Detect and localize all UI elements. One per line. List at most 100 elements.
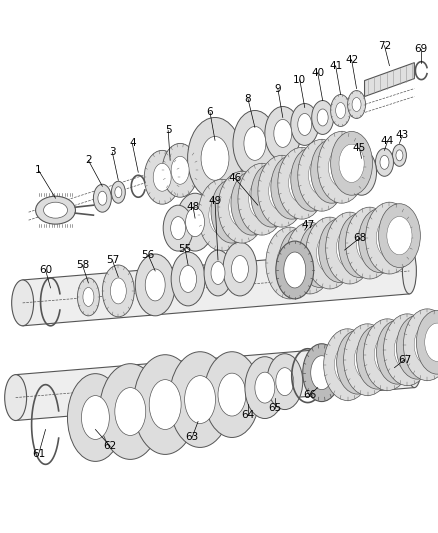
Text: 42: 42 (344, 55, 357, 64)
Text: 43: 43 (395, 131, 408, 140)
Text: 8: 8 (244, 93, 251, 103)
Ellipse shape (297, 114, 311, 135)
Ellipse shape (288, 164, 314, 203)
Ellipse shape (290, 148, 332, 211)
Ellipse shape (248, 180, 274, 219)
Text: 60: 60 (39, 265, 52, 275)
Ellipse shape (328, 148, 354, 187)
Ellipse shape (338, 144, 363, 182)
Ellipse shape (12, 280, 34, 326)
Ellipse shape (296, 238, 322, 278)
Ellipse shape (308, 156, 334, 195)
Ellipse shape (5, 375, 27, 421)
Text: 47: 47 (300, 220, 314, 230)
Ellipse shape (218, 373, 245, 416)
Ellipse shape (330, 94, 350, 126)
Ellipse shape (185, 208, 204, 237)
Ellipse shape (302, 344, 340, 401)
Ellipse shape (283, 252, 305, 288)
Text: 41: 41 (328, 61, 342, 71)
Ellipse shape (115, 387, 145, 435)
Ellipse shape (378, 204, 420, 268)
Ellipse shape (374, 148, 392, 176)
Ellipse shape (259, 176, 284, 214)
Ellipse shape (403, 309, 438, 381)
Ellipse shape (277, 148, 325, 219)
Ellipse shape (285, 222, 333, 294)
Text: 48: 48 (186, 202, 199, 212)
Ellipse shape (346, 149, 376, 195)
Text: 1: 1 (35, 165, 42, 175)
Ellipse shape (404, 328, 429, 366)
Ellipse shape (211, 262, 224, 285)
Ellipse shape (364, 338, 389, 376)
Ellipse shape (270, 155, 312, 219)
Text: 61: 61 (32, 449, 45, 459)
Ellipse shape (231, 255, 248, 282)
Ellipse shape (323, 329, 371, 401)
Ellipse shape (102, 265, 134, 317)
Ellipse shape (43, 202, 67, 218)
Ellipse shape (316, 233, 342, 273)
Text: 2: 2 (85, 155, 92, 165)
Text: 68: 68 (352, 233, 365, 243)
Ellipse shape (171, 156, 189, 184)
Ellipse shape (356, 223, 382, 263)
Ellipse shape (326, 231, 351, 270)
Ellipse shape (379, 155, 388, 169)
Text: 63: 63 (185, 432, 198, 442)
Ellipse shape (318, 219, 360, 282)
Ellipse shape (35, 196, 75, 224)
Text: 58: 58 (76, 260, 89, 270)
Ellipse shape (83, 287, 94, 306)
Ellipse shape (162, 143, 198, 197)
Ellipse shape (392, 144, 406, 166)
Ellipse shape (93, 184, 111, 212)
Ellipse shape (211, 179, 252, 243)
Ellipse shape (153, 163, 171, 191)
Text: 46: 46 (228, 173, 241, 183)
Ellipse shape (228, 188, 254, 227)
Text: 64: 64 (241, 409, 254, 419)
Ellipse shape (171, 252, 205, 306)
Ellipse shape (286, 241, 311, 280)
Ellipse shape (145, 269, 165, 301)
Ellipse shape (297, 140, 345, 211)
Ellipse shape (99, 364, 161, 459)
Ellipse shape (310, 140, 352, 203)
Ellipse shape (336, 228, 362, 268)
Ellipse shape (376, 320, 417, 384)
Ellipse shape (363, 319, 410, 391)
Ellipse shape (144, 150, 180, 204)
Ellipse shape (204, 352, 259, 438)
Ellipse shape (111, 181, 125, 203)
Ellipse shape (251, 163, 292, 227)
Ellipse shape (325, 212, 373, 284)
Ellipse shape (279, 168, 304, 206)
Ellipse shape (184, 376, 215, 424)
Ellipse shape (310, 356, 332, 390)
Ellipse shape (170, 216, 185, 240)
Text: 67: 67 (397, 354, 410, 365)
Ellipse shape (298, 224, 340, 287)
Ellipse shape (265, 227, 313, 299)
Ellipse shape (351, 98, 360, 111)
Text: 56: 56 (141, 250, 155, 260)
Ellipse shape (135, 254, 175, 316)
Text: 49: 49 (208, 196, 221, 206)
Ellipse shape (395, 150, 402, 161)
Ellipse shape (330, 132, 372, 195)
Ellipse shape (278, 229, 320, 293)
Ellipse shape (208, 196, 235, 235)
Ellipse shape (218, 171, 265, 243)
Ellipse shape (67, 374, 123, 462)
Text: 69: 69 (414, 44, 427, 54)
Ellipse shape (233, 110, 276, 176)
Text: 40: 40 (311, 68, 324, 78)
Ellipse shape (336, 330, 378, 394)
Ellipse shape (133, 355, 197, 455)
Ellipse shape (254, 372, 274, 403)
Ellipse shape (375, 219, 402, 258)
Ellipse shape (219, 192, 244, 230)
Ellipse shape (98, 191, 106, 205)
